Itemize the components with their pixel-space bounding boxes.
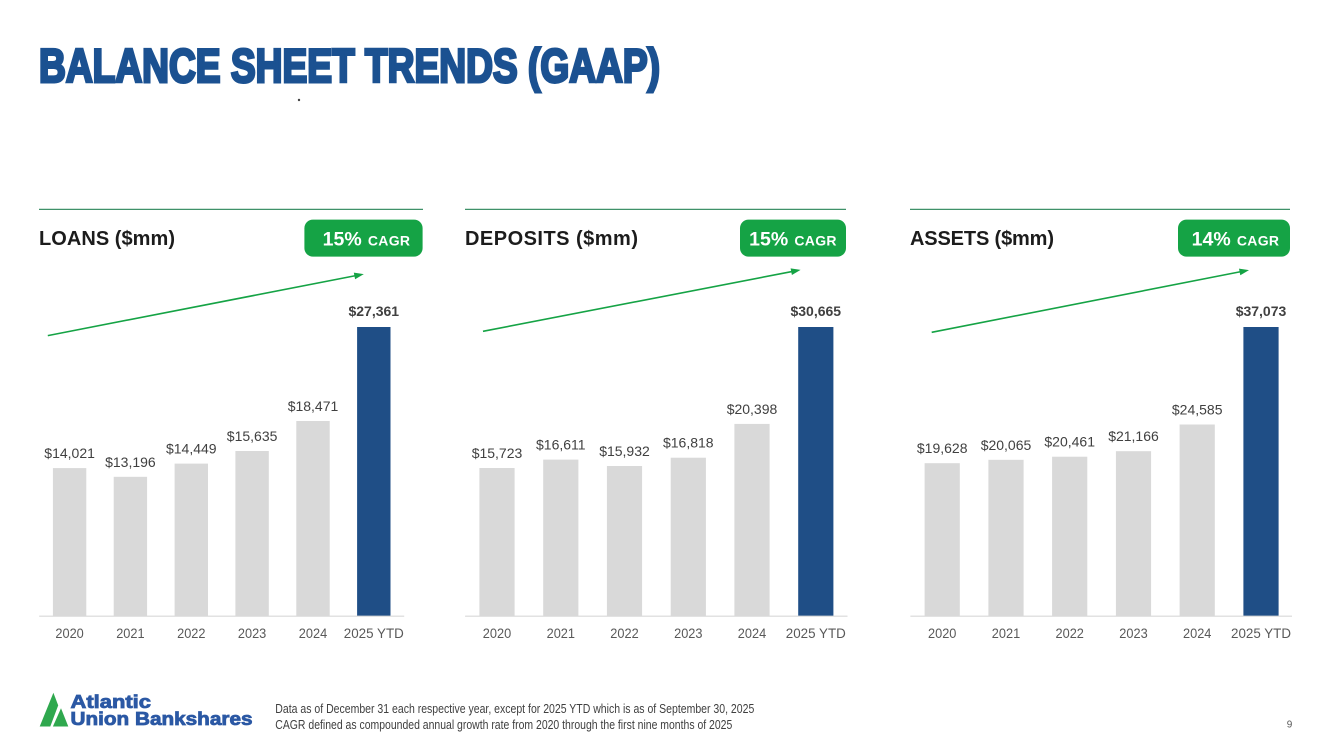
svg-text:2025 YTD: 2025 YTD [344, 625, 404, 641]
svg-text:Union Bankshares: Union Bankshares [71, 709, 253, 729]
svg-text:$20,461: $20,461 [1044, 434, 1095, 450]
svg-text:$20,065: $20,065 [981, 437, 1032, 453]
svg-text:2023: 2023 [1119, 625, 1148, 641]
svg-text:$27,361: $27,361 [348, 303, 399, 319]
svg-text:2025 YTD: 2025 YTD [1231, 625, 1291, 641]
svg-text:2021: 2021 [992, 625, 1021, 641]
svg-text:$14,021: $14,021 [44, 445, 95, 461]
svg-text:2022: 2022 [177, 625, 206, 641]
svg-text:15%CAGR: 15% CAGR [749, 228, 837, 250]
svg-text:DEPOSITS ($mm): DEPOSITS ($mm) [465, 228, 638, 250]
svg-text:BALANCE SHEET TRENDS (GAAP): BALANCE SHEET TRENDS (GAAP) [39, 40, 660, 93]
svg-text:ASSETS ($mm): ASSETS ($mm) [910, 228, 1054, 250]
svg-text:Atlantic: Atlantic [71, 692, 152, 712]
svg-text:$15,635: $15,635 [227, 428, 278, 444]
svg-text:2024: 2024 [299, 625, 328, 641]
svg-text:$15,932: $15,932 [599, 443, 650, 459]
svg-text:9: 9 [1287, 720, 1293, 731]
svg-text:2024: 2024 [738, 625, 767, 641]
svg-text:$30,665: $30,665 [790, 303, 841, 319]
svg-text:$16,818: $16,818 [663, 435, 714, 451]
svg-text:2022: 2022 [1056, 625, 1085, 641]
svg-text:14%CAGR: 14% CAGR [1192, 228, 1280, 250]
svg-text:$20,398: $20,398 [727, 401, 778, 417]
svg-text:$16,611: $16,611 [536, 437, 586, 453]
svg-text:15%CAGR: 15% CAGR [323, 228, 411, 250]
svg-text:2023: 2023 [238, 625, 267, 641]
svg-text:$19,628: $19,628 [917, 440, 968, 456]
svg-text:2021: 2021 [547, 625, 576, 641]
svg-text:2020: 2020 [483, 625, 512, 641]
svg-text:$13,196: $13,196 [105, 454, 156, 470]
svg-text:CAGR defined as compounded ann: CAGR defined as compounded annual growth… [275, 717, 732, 732]
svg-text:2024: 2024 [1183, 625, 1212, 641]
svg-text:Data as of December 31 each re: Data as of December 31 each respective y… [275, 701, 754, 716]
svg-text:$37,073: $37,073 [1236, 303, 1287, 319]
svg-text:2022: 2022 [610, 625, 639, 641]
svg-text:$18,471: $18,471 [288, 398, 339, 414]
svg-text:$15,723: $15,723 [472, 445, 523, 461]
svg-text:2021: 2021 [116, 625, 145, 641]
svg-text:LOANS ($mm): LOANS ($mm) [39, 228, 175, 250]
svg-text:2023: 2023 [674, 625, 703, 641]
svg-text:2020: 2020 [928, 625, 957, 641]
svg-text:2020: 2020 [55, 625, 84, 641]
svg-text:2025 YTD: 2025 YTD [786, 625, 846, 641]
svg-text:$21,166: $21,166 [1108, 428, 1159, 444]
svg-text:$14,449: $14,449 [166, 441, 217, 457]
svg-text:$24,585: $24,585 [1172, 402, 1223, 418]
